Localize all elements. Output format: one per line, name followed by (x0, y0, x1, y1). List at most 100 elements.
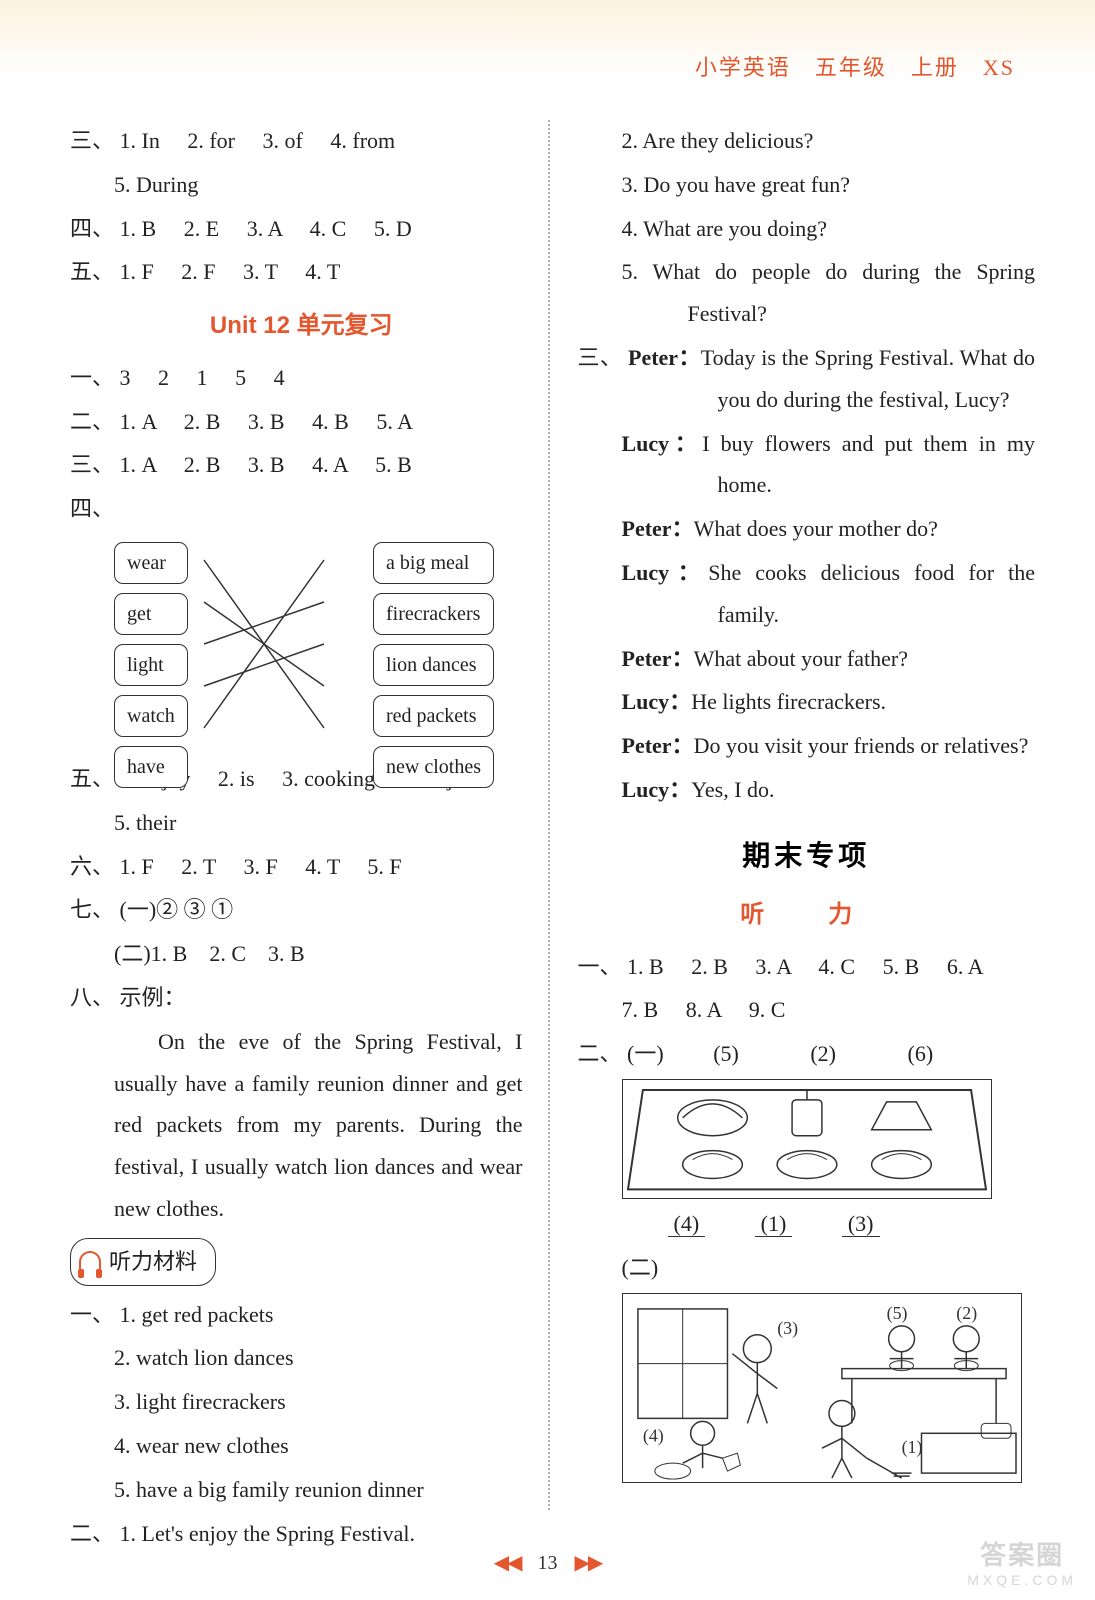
u5-label: 五、 (70, 766, 114, 791)
room-scene-svg: (3) (4) (5) (2) (1) (623, 1294, 1021, 1483)
dialog-2: Peter：What does your mother do? (578, 508, 1036, 550)
d6-name: Peter： (622, 733, 694, 758)
dialog-1: Lucy：I buy flowers and put them in my ho… (578, 423, 1036, 507)
d6-text: Do you visit your friends or relatives? (694, 733, 1029, 758)
food-tray-image (622, 1079, 992, 1199)
a2-0: 二、 1. Let's enjoy the Spring Festival. (70, 1513, 533, 1555)
match-r4: new clothes (373, 746, 494, 788)
u5-i1: 2. is (218, 766, 255, 791)
f1-3: 4. C (818, 954, 855, 979)
match-l1: get (114, 593, 188, 635)
q5-i3: 4. T (305, 259, 340, 284)
food-tray-svg (623, 1080, 991, 1199)
footer-arrow-left-icon: ◀◀ (494, 1552, 521, 1574)
match-l2: light (114, 644, 188, 686)
f1-line2: 7. B 8. A 9. C (578, 989, 1036, 1031)
page-header-bg: 小学英语 五年级 上册 XS (0, 0, 1095, 80)
f1-4: 5. B (883, 954, 920, 979)
u8-label-row: 八、 示例： (70, 977, 533, 1019)
q4-i1: 2. E (184, 216, 219, 241)
d2-text: What does your mother do? (694, 516, 938, 541)
match-r2: lion dances (373, 644, 494, 686)
d3-text: She cooks delicious food for the family. (708, 560, 1035, 627)
f1-line1: 一、 1. B 2. B 3. A 4. C 5. B 6. A (578, 946, 1036, 988)
d0-name: Peter： (628, 345, 701, 370)
cont-3: 5. What do people do during the Spring F… (578, 251, 1036, 335)
q3-line2: 5. During (70, 164, 533, 206)
q4-i4: 5. D (374, 216, 412, 241)
room-scene-image: (3) (4) (5) (2) (1) (622, 1293, 1022, 1483)
footer-arrow-right-icon: ▶▶ (575, 1552, 602, 1574)
u7-t1: (一)② ③ ① (120, 897, 234, 922)
q5-i2: 3. T (243, 259, 278, 284)
u3-label: 三、 (70, 452, 114, 477)
q4-label: 四、 (70, 216, 114, 241)
a1-label: 一、 (70, 1302, 114, 1327)
f1-7: 8. A (686, 997, 721, 1022)
left-column: 三、 1. In 2. for 3. of 4. from 5. During … (70, 120, 553, 1540)
dialog-7: Lucy：Yes, I do. (578, 769, 1036, 811)
q3-line1: 三、 1. In 2. for 3. of 4. from (70, 120, 533, 162)
dialog-6: Peter：Do you visit your friends or relat… (578, 725, 1036, 767)
dialog-5: Lucy：He lights firecrackers. (578, 681, 1036, 723)
dialog-label: 三、 (578, 345, 623, 370)
u3-i2: 3. B (248, 452, 285, 477)
u2-i1: 2. B (184, 409, 221, 434)
f1-6: 7. B (622, 997, 659, 1022)
f2-b2: (3) (842, 1211, 880, 1237)
match-l0: wear (114, 542, 188, 584)
f1-0: 1. B (627, 954, 664, 979)
cont-2: 4. What are you doing? (578, 208, 1036, 250)
page-number: 13 (538, 1552, 558, 1574)
svg-text:(5): (5) (886, 1302, 907, 1323)
u6-i2: 3. F (243, 854, 277, 879)
u8-label: 八、 (70, 985, 114, 1010)
q3-i3: 4. from (330, 128, 395, 153)
u7-label: 七、 (70, 897, 114, 922)
u2-i3: 4. B (312, 409, 349, 434)
d4-name: Peter： (622, 646, 694, 671)
dialog-0: 三、 Peter：Today is the Spring Festival. W… (578, 337, 1036, 421)
u2-i4: 5. A (376, 409, 413, 434)
u6-i3: 4. T (305, 854, 340, 879)
q4-line: 四、 1. B 2. E 3. A 4. C 5. D (70, 208, 533, 250)
watermark-line1: 答案圈 (967, 1535, 1077, 1572)
match-diagram: wear get light watch have a big meal fir… (114, 532, 494, 752)
d7-text: Yes, I do. (691, 777, 774, 802)
d5-text: He lights firecrackers. (691, 689, 886, 714)
final-title: 期末专项 (578, 829, 1036, 882)
f2-label: 二、 (578, 1041, 622, 1066)
u5-line2: 5. their (70, 802, 533, 844)
header-text: 小学英语 五年级 上册 XS (695, 50, 1015, 82)
d3-name: Lucy： (622, 560, 709, 585)
content-area: 三、 1. In 2. for 3. of 4. from 5. During … (70, 120, 1035, 1540)
a2-i0: 1. Let's enjoy the Spring Festival. (120, 1521, 415, 1546)
u6-i0: 1. F (120, 854, 154, 879)
watermark-line2: MXQE.COM (967, 1572, 1077, 1588)
u2-i0: 1. A (120, 409, 157, 434)
d5-name: Lucy： (622, 689, 692, 714)
f2-p1-label: (一) (627, 1041, 664, 1066)
d2-name: Peter： (622, 516, 694, 541)
cont-3-text: 5. What do people do during the Spring F… (622, 259, 1036, 326)
u3-i4: 5. B (375, 452, 412, 477)
f2-t2: (6) (908, 1041, 934, 1066)
q5-i1: 2. F (181, 259, 215, 284)
u4-label-row: 四、 (70, 488, 533, 530)
f2-b1: (1) (755, 1211, 793, 1237)
q3-i1: 2. for (187, 128, 235, 153)
u2-i2: 3. B (248, 409, 285, 434)
a1-0: 一、 1. get red packets (70, 1294, 533, 1336)
a1-2: 3. light firecrackers (70, 1381, 533, 1423)
u8-paragraph: On the eve of the Spring Festival, I usu… (70, 1021, 533, 1230)
d1-text: I buy flowers and put them in my home. (702, 431, 1035, 498)
a1-1: 2. watch lion dances (70, 1337, 533, 1379)
q3-i0: 1. In (120, 128, 160, 153)
u2-label: 二、 (70, 409, 114, 434)
u3-line: 三、 1. A 2. B 3. B 4. A 5. B (70, 444, 533, 486)
f1-5: 6. A (947, 954, 984, 979)
f2-p2-label: (二) (578, 1247, 1036, 1289)
f2-t0: (5) (713, 1041, 739, 1066)
a1-3: 4. wear new clothes (70, 1425, 533, 1467)
u1-i4: 4 (274, 365, 285, 390)
